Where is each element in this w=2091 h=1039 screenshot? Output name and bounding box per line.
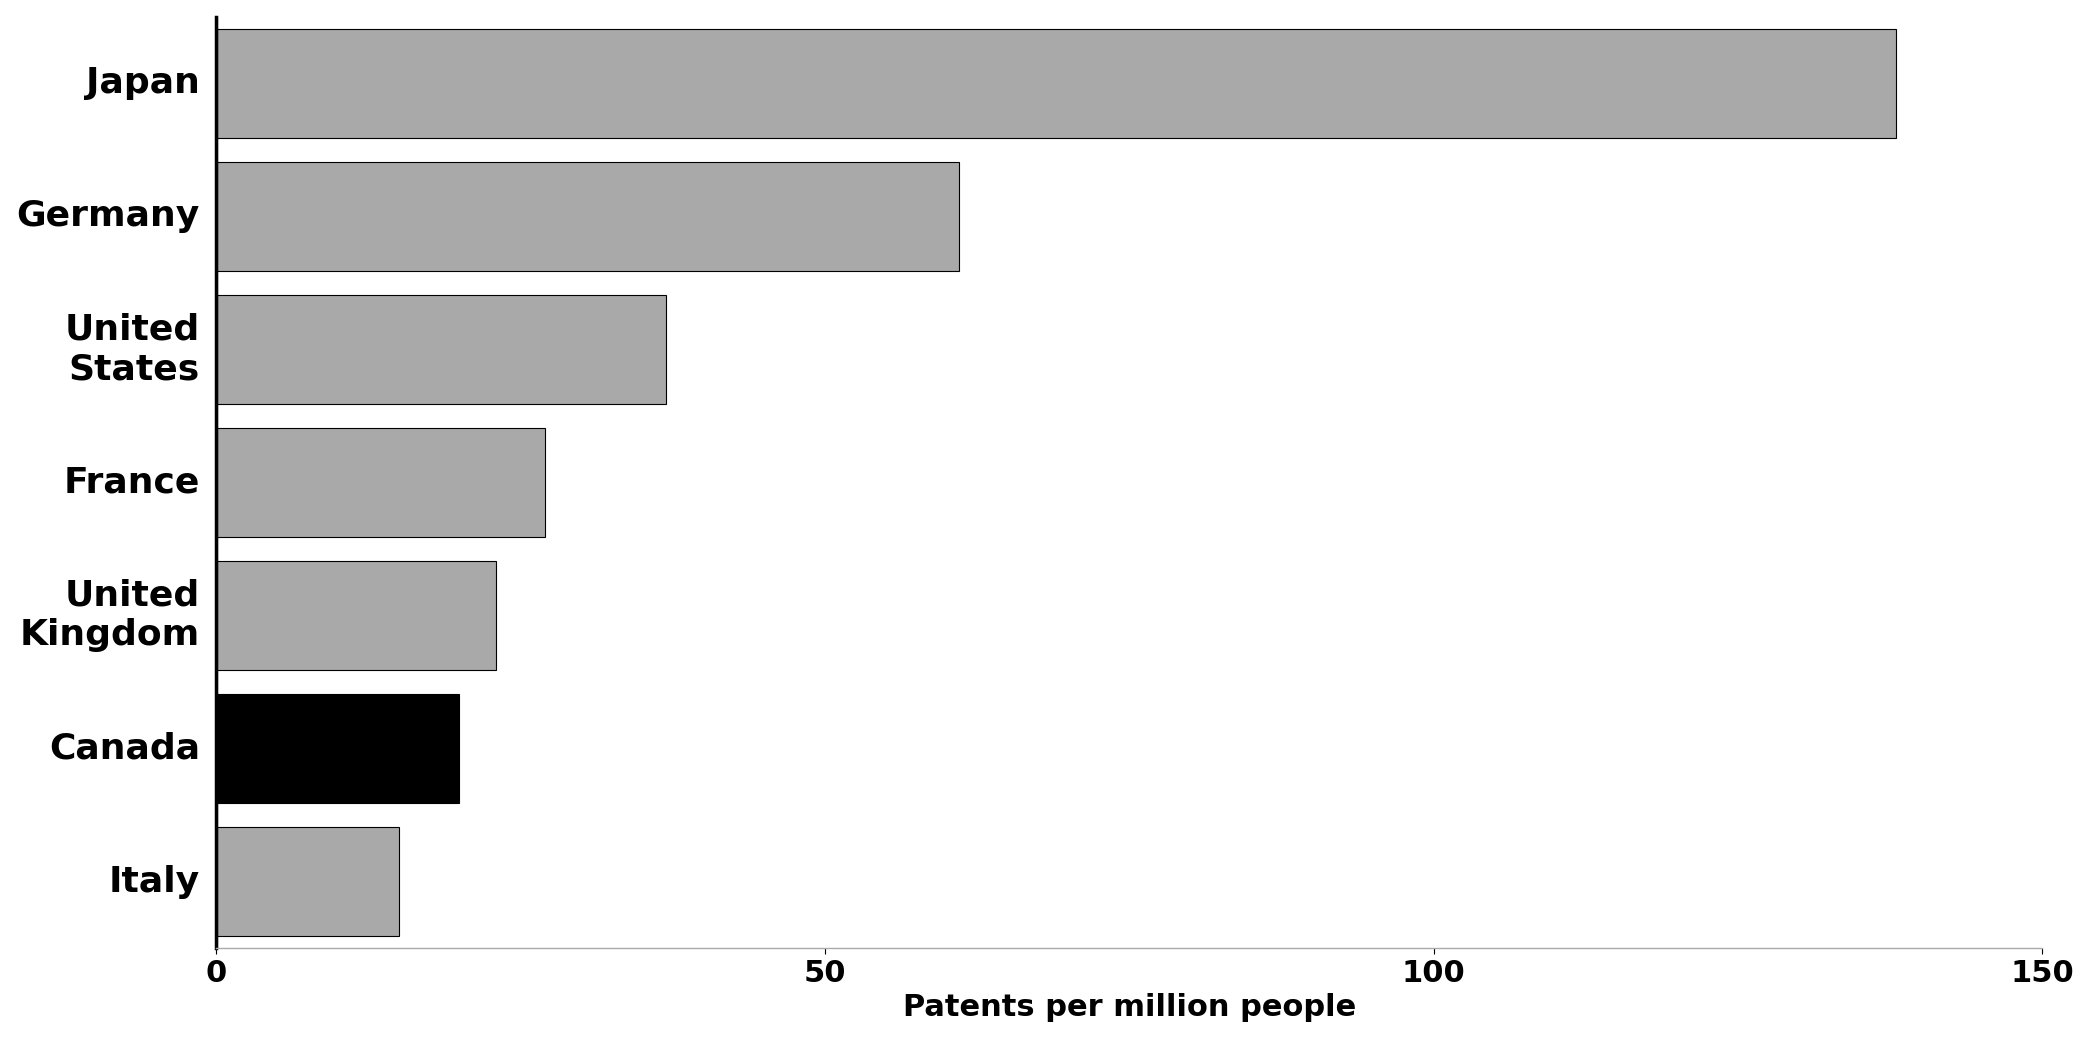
Bar bbox=[215, 162, 958, 271]
Bar bbox=[215, 827, 399, 936]
Bar bbox=[215, 295, 667, 404]
Bar bbox=[215, 561, 496, 670]
Bar bbox=[215, 694, 460, 803]
X-axis label: Patents per million people: Patents per million people bbox=[903, 993, 1355, 1022]
Bar bbox=[215, 29, 1897, 138]
Bar bbox=[215, 428, 544, 537]
